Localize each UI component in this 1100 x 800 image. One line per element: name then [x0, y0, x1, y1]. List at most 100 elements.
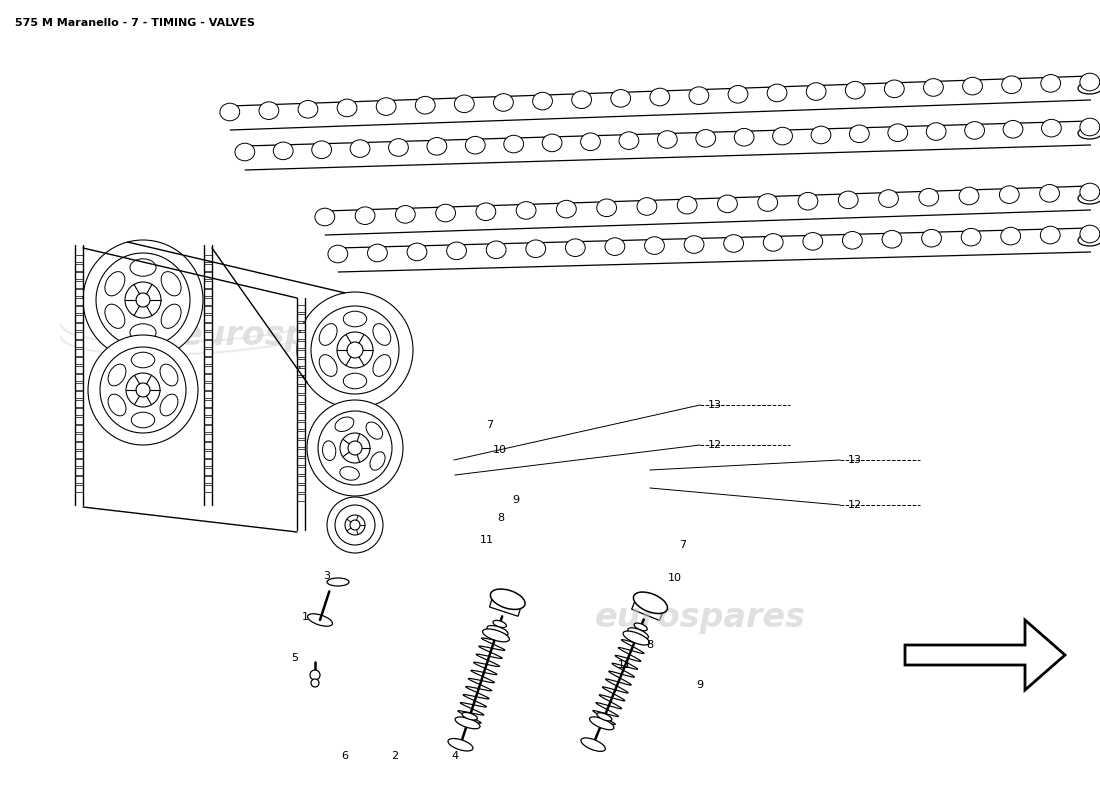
- Text: 9: 9: [696, 680, 704, 690]
- Bar: [75, 382, 82, 390]
- Bar: [204, 289, 212, 296]
- Bar: [75, 374, 82, 381]
- Bar: [297, 341, 305, 348]
- Circle shape: [88, 335, 198, 445]
- Ellipse shape: [803, 233, 823, 250]
- Ellipse shape: [455, 717, 480, 729]
- Ellipse shape: [811, 126, 830, 144]
- Bar: [75, 476, 82, 483]
- Bar: [297, 323, 305, 330]
- Ellipse shape: [1078, 192, 1100, 204]
- Bar: [204, 485, 212, 491]
- Ellipse shape: [924, 78, 944, 96]
- Text: 10: 10: [668, 573, 682, 583]
- Text: 3: 3: [323, 571, 330, 581]
- Ellipse shape: [678, 196, 697, 214]
- Ellipse shape: [1001, 227, 1021, 245]
- Ellipse shape: [476, 203, 496, 221]
- Ellipse shape: [340, 466, 360, 480]
- Bar: [297, 359, 305, 366]
- Text: 13: 13: [708, 400, 722, 410]
- Bar: [75, 272, 82, 279]
- Circle shape: [350, 520, 360, 530]
- Ellipse shape: [311, 141, 331, 158]
- Bar: [75, 417, 82, 423]
- Ellipse shape: [922, 230, 942, 247]
- Bar: [297, 467, 305, 474]
- Bar: [75, 306, 82, 313]
- Circle shape: [346, 342, 363, 358]
- Bar: [75, 255, 82, 262]
- Ellipse shape: [717, 195, 737, 213]
- Bar: [204, 417, 212, 423]
- Bar: [297, 485, 305, 492]
- Ellipse shape: [645, 237, 664, 254]
- Bar: [204, 382, 212, 390]
- Ellipse shape: [108, 364, 126, 386]
- Bar: [204, 349, 212, 355]
- Ellipse shape: [572, 91, 592, 109]
- Text: 2: 2: [392, 751, 398, 761]
- Ellipse shape: [491, 589, 525, 610]
- Circle shape: [125, 282, 161, 318]
- Ellipse shape: [448, 738, 473, 751]
- Ellipse shape: [684, 236, 704, 254]
- Text: 8: 8: [497, 513, 505, 523]
- Ellipse shape: [799, 193, 818, 210]
- Ellipse shape: [108, 394, 126, 416]
- Bar: [297, 350, 305, 357]
- Ellipse shape: [1041, 74, 1060, 92]
- Ellipse shape: [634, 623, 647, 630]
- Ellipse shape: [843, 231, 862, 249]
- Ellipse shape: [763, 234, 783, 251]
- Bar: [204, 399, 212, 406]
- Bar: [75, 289, 82, 296]
- Ellipse shape: [596, 199, 616, 217]
- Ellipse shape: [407, 243, 427, 261]
- Circle shape: [327, 497, 383, 553]
- Ellipse shape: [131, 412, 155, 428]
- Ellipse shape: [493, 620, 506, 627]
- Ellipse shape: [131, 352, 155, 368]
- Text: eurospares: eurospares: [594, 602, 805, 634]
- Ellipse shape: [542, 134, 562, 152]
- Ellipse shape: [619, 132, 639, 150]
- Ellipse shape: [728, 86, 748, 103]
- Ellipse shape: [565, 239, 585, 257]
- Bar: [204, 459, 212, 466]
- Ellipse shape: [961, 228, 981, 246]
- Ellipse shape: [315, 208, 334, 226]
- Circle shape: [311, 679, 319, 687]
- Bar: [75, 298, 82, 305]
- Circle shape: [336, 505, 375, 545]
- Bar: [204, 281, 212, 287]
- Ellipse shape: [319, 354, 337, 376]
- Ellipse shape: [926, 122, 946, 140]
- Ellipse shape: [427, 138, 447, 155]
- Bar: [297, 377, 305, 384]
- Ellipse shape: [1078, 234, 1100, 246]
- Ellipse shape: [416, 96, 436, 114]
- Bar: [204, 255, 212, 262]
- Bar: [297, 431, 305, 438]
- Ellipse shape: [658, 130, 678, 148]
- Ellipse shape: [1078, 127, 1100, 139]
- Ellipse shape: [235, 143, 255, 161]
- Ellipse shape: [882, 230, 902, 248]
- Text: 11: 11: [480, 535, 494, 545]
- Bar: [75, 323, 82, 330]
- Ellipse shape: [597, 713, 612, 721]
- Text: 9: 9: [513, 495, 519, 505]
- Bar: [75, 485, 82, 491]
- Bar: [297, 332, 305, 339]
- Ellipse shape: [327, 578, 349, 586]
- Ellipse shape: [590, 717, 614, 730]
- Ellipse shape: [1040, 185, 1059, 202]
- Ellipse shape: [637, 198, 657, 215]
- Circle shape: [310, 670, 320, 680]
- Ellipse shape: [395, 206, 415, 223]
- Circle shape: [340, 433, 370, 463]
- Ellipse shape: [130, 258, 156, 276]
- Ellipse shape: [104, 304, 124, 328]
- Bar: [75, 357, 82, 364]
